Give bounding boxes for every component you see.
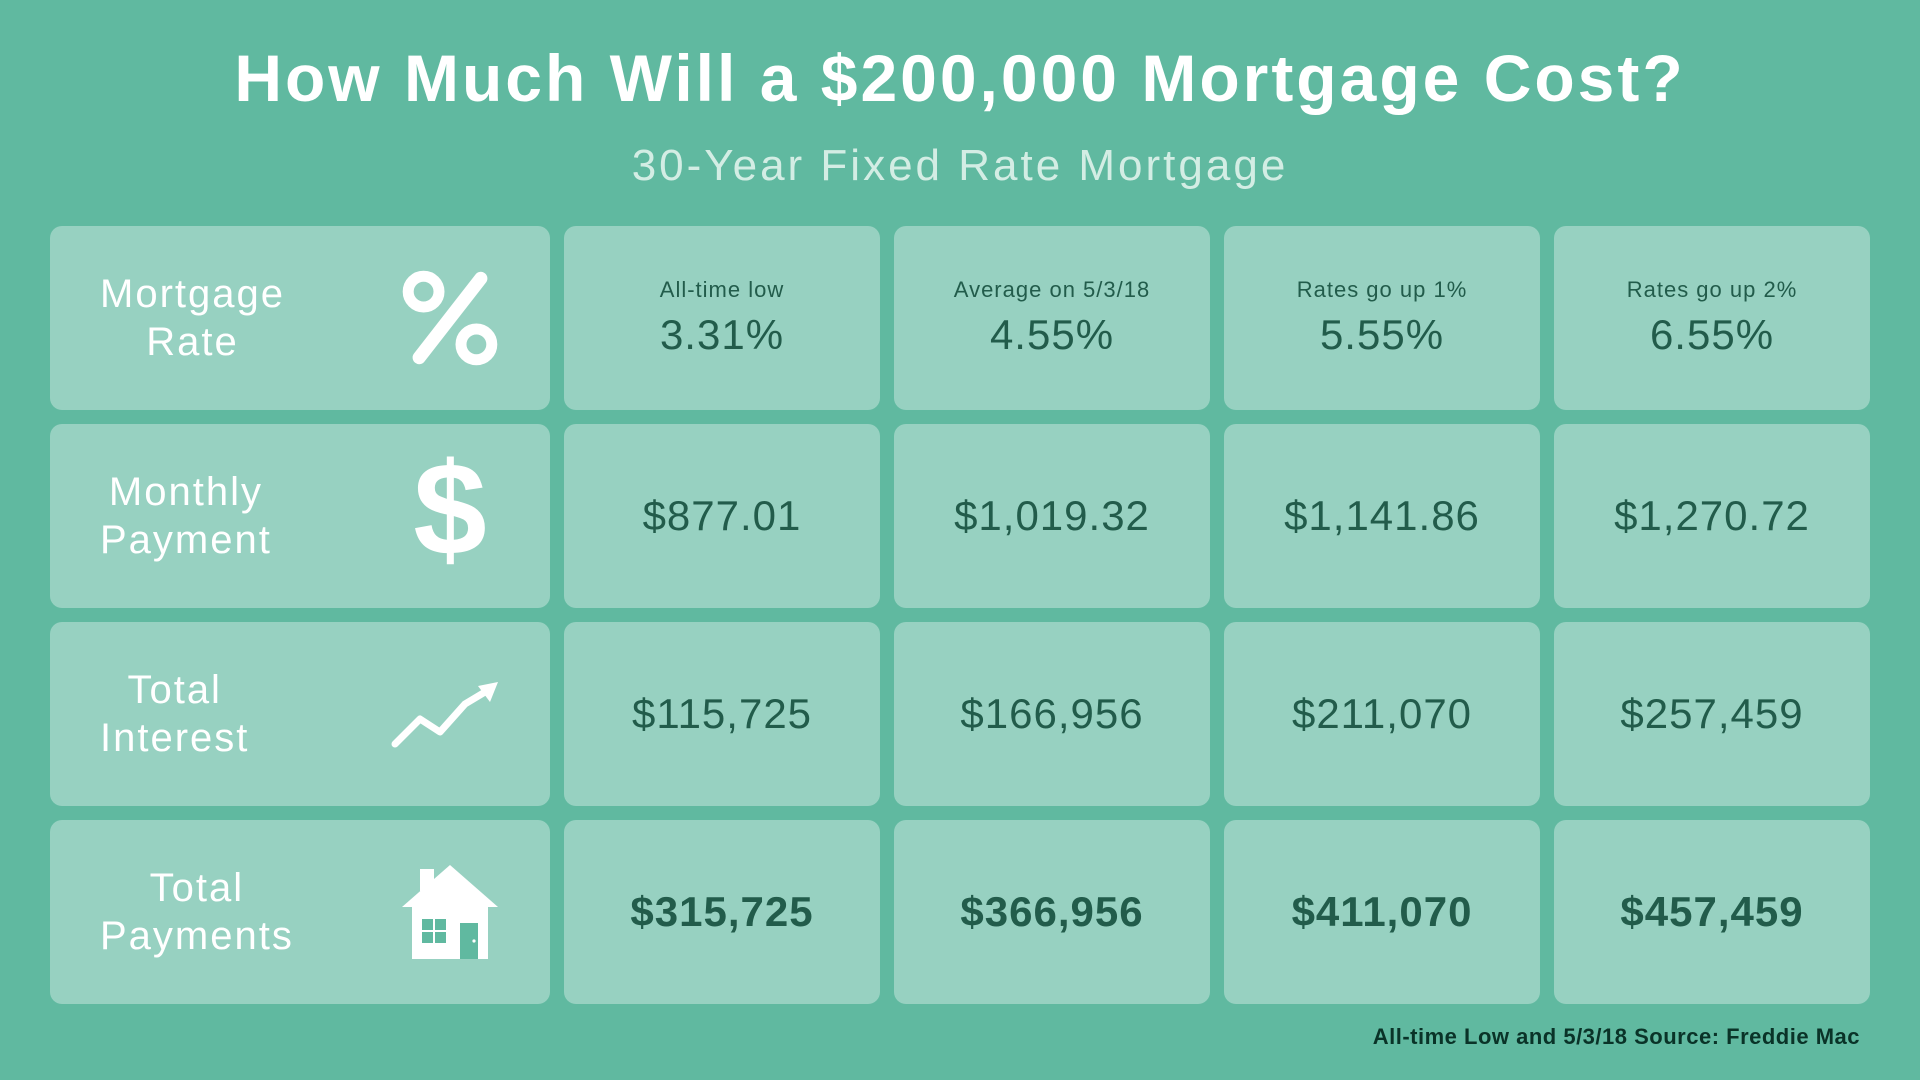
scenario-label: All-time low (660, 277, 784, 303)
cell-value: 5.55% (1320, 311, 1444, 359)
scenario-label: Average on 5/3/18 (954, 277, 1150, 303)
dollar-icon: $ (390, 456, 510, 576)
table-cell: $315,725 (564, 820, 880, 1004)
mortgage-table: MortgageRate All-time low 3.31% Average … (50, 226, 1870, 1004)
table-cell: $366,956 (894, 820, 1210, 1004)
cell-value: $211,070 (1292, 690, 1472, 738)
table-cell: $166,956 (894, 622, 1210, 806)
page-title: How Much Will a $200,000 Mortgage Cost? (50, 40, 1870, 116)
cell-value: $1,019.32 (954, 492, 1150, 540)
cell-value: $1,270.72 (1614, 492, 1810, 540)
trend-icon (390, 654, 510, 774)
percent-icon (390, 258, 510, 378)
cell-value: $166,956 (960, 690, 1143, 738)
row-header-label: TotalPayments (100, 864, 294, 960)
cell-value: 3.31% (660, 311, 784, 359)
table-cell: $115,725 (564, 622, 880, 806)
table-cell: Rates go up 1% 5.55% (1224, 226, 1540, 410)
house-icon (390, 852, 510, 972)
table-cell: $457,459 (1554, 820, 1870, 1004)
row-header-monthly: MonthlyPayment $ (50, 424, 550, 608)
row-header-total: TotalPayments (50, 820, 550, 1004)
table-cell: Average on 5/3/18 4.55% (894, 226, 1210, 410)
cell-value: $366,956 (960, 888, 1143, 936)
cell-value: $457,459 (1620, 888, 1803, 936)
table-cell: $257,459 (1554, 622, 1870, 806)
cell-value: $115,725 (632, 690, 812, 738)
table-cell: $211,070 (1224, 622, 1540, 806)
table-cell: $1,019.32 (894, 424, 1210, 608)
table-cell: Rates go up 2% 6.55% (1554, 226, 1870, 410)
table-cell: $877.01 (564, 424, 880, 608)
row-header-label: MortgageRate (100, 270, 285, 366)
row-header-rate: MortgageRate (50, 226, 550, 410)
table-cell: All-time low 3.31% (564, 226, 880, 410)
cell-value: 6.55% (1650, 311, 1774, 359)
cell-value: 4.55% (990, 311, 1114, 359)
cell-value: $411,070 (1292, 888, 1473, 936)
row-header-label: MonthlyPayment (100, 468, 272, 564)
cell-value: $315,725 (630, 888, 813, 936)
footer-source: All-time Low and 5/3/18 Source: Freddie … (50, 1024, 1870, 1050)
page-subtitle: 30-Year Fixed Rate Mortgage (50, 141, 1870, 191)
svg-text:$: $ (413, 456, 486, 576)
table-cell: $1,141.86 (1224, 424, 1540, 608)
scenario-label: Rates go up 2% (1627, 277, 1798, 303)
cell-value: $1,141.86 (1284, 492, 1480, 540)
scenario-label: Rates go up 1% (1297, 277, 1468, 303)
cell-value: $877.01 (643, 492, 802, 540)
cell-value: $257,459 (1620, 690, 1803, 738)
row-header-interest: TotalInterest (50, 622, 550, 806)
row-header-label: TotalInterest (100, 666, 249, 762)
table-cell: $411,070 (1224, 820, 1540, 1004)
table-cell: $1,270.72 (1554, 424, 1870, 608)
